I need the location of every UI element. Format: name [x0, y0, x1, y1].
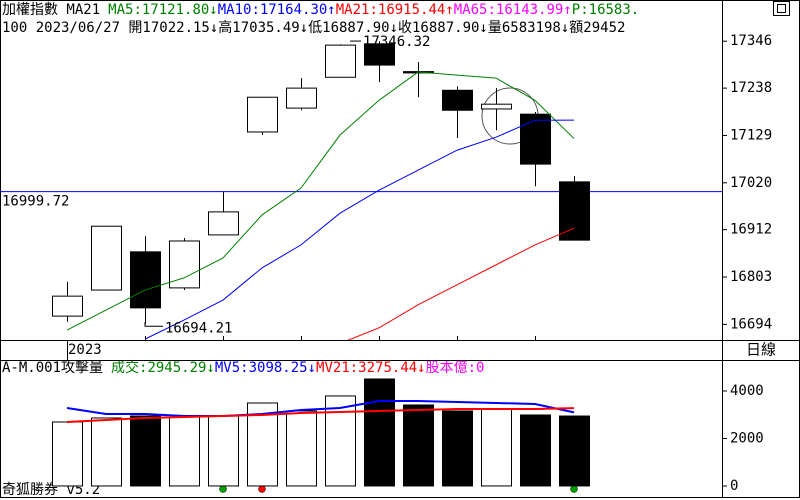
volume-bar	[520, 414, 551, 487]
ma-line	[144, 119, 575, 340]
volume-bar	[286, 410, 317, 487]
indicator: MV5:3098.25↓	[215, 360, 316, 376]
volume-bar	[208, 415, 239, 487]
reference-label: 16999.72	[2, 194, 69, 210]
x-tick-label: 2023	[68, 342, 102, 358]
y-tick-label: 16803	[730, 269, 772, 285]
candle-body	[91, 225, 122, 291]
y-tick-label: 16912	[730, 222, 772, 238]
header-line: 加權指數 MA21 MA5:17121.80↓MA10:17164.30↑MA21…	[2, 2, 639, 18]
time-ticks	[145, 336, 536, 340]
period-label[interactable]: 日線	[746, 341, 776, 359]
indicator: P:16583.	[572, 2, 639, 18]
ma-line	[347, 227, 575, 340]
indicator: 成交:2945.29↓	[111, 359, 215, 376]
window-button-icon	[777, 4, 786, 13]
candle-body	[520, 113, 551, 165]
volume-bar	[481, 408, 512, 487]
indicator: MA21:16915.44↑	[336, 2, 454, 18]
candle-body	[364, 43, 395, 66]
volume-bar	[364, 378, 395, 487]
volume-bar	[91, 417, 122, 487]
mv-line	[66, 399, 575, 417]
plot	[52, 41, 590, 340]
volume-bar	[403, 404, 434, 487]
indicator: MV21:3275.44↓	[316, 360, 426, 376]
panel-title: A-M.001攻擊量	[2, 359, 103, 376]
indicator: 股本億:0	[426, 360, 485, 376]
low-pointer	[144, 322, 163, 327]
header-line: A-M.001攻擊量 成交:2945.29↓MV5:3098.25↓MV21:32…	[2, 359, 484, 376]
volume-bar	[247, 402, 278, 487]
candle-body	[559, 181, 590, 241]
footer: 奇狐勝券 v5.2	[2, 481, 100, 498]
y-tick-label: 17346	[730, 33, 772, 49]
plot	[52, 378, 590, 487]
info-line: 100 2023/06/27 開17022.15↓高17035.49↓低1688…	[2, 19, 625, 36]
candle-body	[286, 87, 317, 109]
candle-body	[208, 211, 239, 236]
y-tick-label: 4000	[730, 383, 764, 399]
y-tick-label: 0	[730, 478, 738, 494]
y-tick-label: 17020	[730, 175, 772, 191]
indicator: MA5:17121.80↓	[108, 2, 218, 18]
volume-bar	[559, 415, 590, 487]
volume-bar	[130, 415, 161, 487]
candle-body	[247, 96, 278, 133]
high-label: 17346.32	[363, 34, 430, 50]
candle-body	[325, 44, 356, 78]
header: 加權指數 MA21 MA5:17121.80↓MA10:17164.30↑MA21…	[2, 2, 639, 36]
panel-title: 加權指數 MA21	[2, 2, 100, 18]
candle-body	[481, 103, 512, 110]
window-button[interactable]	[773, 1, 790, 16]
indicator: MA65:16143.99↑	[454, 2, 572, 18]
volume-bar	[169, 416, 200, 487]
header: A-M.001攻擊量 成交:2945.29↓MV5:3098.25↓MV21:32…	[2, 359, 484, 376]
volume-bar	[442, 410, 473, 487]
low-label: 16694.21	[165, 320, 232, 336]
y-tick-label: 16694	[730, 316, 772, 332]
candle-body	[442, 89, 473, 111]
mv-line	[66, 407, 575, 423]
indicator: MA10:17164.30↑	[218, 2, 336, 18]
y-tick-label: 17238	[730, 80, 772, 96]
y-tick-label: 17129	[730, 127, 772, 143]
volume-bar	[52, 421, 83, 487]
candle-body	[130, 251, 161, 309]
candle-body	[169, 240, 200, 289]
candle-body	[52, 295, 83, 317]
y-tick-label: 2000	[730, 430, 764, 446]
ma-line	[66, 71, 575, 331]
